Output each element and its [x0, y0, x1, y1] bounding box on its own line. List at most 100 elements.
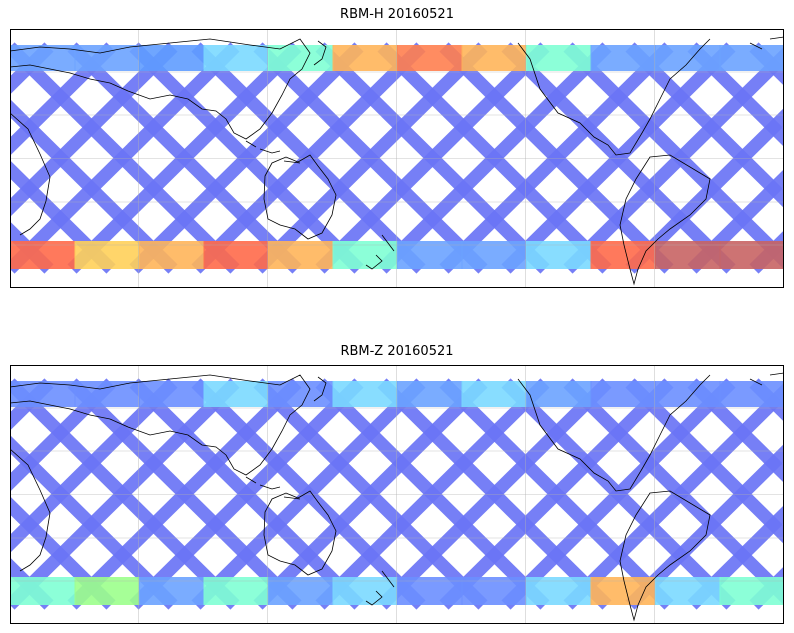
swath-track — [10, 221, 54, 274]
coastline-path — [749, 36, 784, 50]
swath-track — [315, 378, 550, 610]
coastlines — [10, 372, 784, 622]
north-band-segment — [719, 381, 784, 407]
south-band-segment — [74, 577, 140, 605]
swath-track — [10, 378, 178, 553]
coastline-path — [365, 234, 395, 270]
swath-track — [377, 42, 612, 274]
swath-track — [687, 42, 784, 147]
south-band-segment — [139, 577, 205, 605]
coastline-path — [365, 570, 395, 606]
swath-track — [10, 42, 240, 274]
swath-track — [10, 42, 116, 156]
south-band-segment — [203, 577, 269, 605]
swath-track — [10, 42, 178, 217]
south-band-segment — [590, 241, 656, 269]
satellite-swaths — [10, 378, 784, 610]
south-band-segment — [719, 241, 784, 269]
swath-track — [67, 42, 302, 274]
coastline-path — [313, 376, 327, 402]
coastline-path — [245, 476, 301, 500]
swath-track — [67, 378, 302, 610]
swath-track — [687, 169, 784, 274]
coastline-path — [749, 372, 784, 386]
coastline-path — [313, 40, 327, 66]
coastline-path — [619, 490, 711, 622]
swath-track — [10, 378, 240, 610]
swath-track — [625, 443, 784, 610]
swath-track — [10, 378, 116, 492]
south-band-segment — [332, 577, 398, 605]
swath-track — [501, 42, 736, 274]
north-band-segment — [139, 45, 205, 71]
swath-track — [129, 378, 364, 610]
coastline-path — [619, 154, 711, 286]
swath-track — [253, 378, 488, 610]
swath-track — [439, 378, 674, 610]
south-band-segment — [719, 577, 784, 605]
swath-track — [687, 505, 784, 610]
swath-track — [315, 42, 550, 274]
north-band-segment — [526, 381, 592, 407]
satellite-swaths — [10, 42, 784, 274]
swath-track — [501, 378, 736, 610]
swath-track — [563, 46, 784, 274]
north-band-segment — [203, 45, 269, 71]
coastline-path — [10, 38, 311, 140]
south-band-segment — [526, 241, 592, 269]
south-band-segment — [397, 241, 463, 269]
north-band-segment — [461, 45, 527, 71]
swath-track — [191, 42, 426, 274]
south-band-segment — [526, 577, 592, 605]
coastline-path — [263, 490, 337, 576]
coastlines — [10, 36, 784, 286]
south-band-segment — [332, 241, 398, 269]
swath-track — [687, 378, 784, 483]
graticule — [10, 365, 784, 624]
south-band-segment — [10, 241, 76, 269]
south-band-segment — [268, 241, 334, 269]
south-band-segment — [655, 241, 721, 269]
swath-track — [191, 378, 426, 610]
swath-track — [625, 107, 784, 274]
graticule — [10, 29, 784, 288]
swath-track — [10, 160, 116, 274]
north-band-segment — [719, 45, 784, 71]
south-band-segment — [74, 241, 140, 269]
north-band-segment — [397, 45, 463, 71]
panel-title-rbm-z: RBM-Z 20160521 — [340, 344, 454, 359]
south-band-segment — [461, 577, 527, 605]
coastline-path — [10, 448, 51, 572]
swath-track — [129, 42, 364, 274]
north-band-segment — [397, 381, 463, 407]
south-band-segment — [655, 577, 721, 605]
north-band-segment — [655, 45, 721, 71]
north-band-segment — [74, 45, 140, 71]
map-frame — [10, 29, 784, 288]
north-band-segment — [74, 381, 140, 407]
north-band-segment — [526, 45, 592, 71]
coastline-path — [263, 154, 337, 240]
south-band-segment — [268, 577, 334, 605]
south-band-segment — [10, 577, 76, 605]
south-band-segment — [397, 577, 463, 605]
south-band-segment — [203, 241, 269, 269]
swath-track — [253, 42, 488, 274]
south-band-segment — [590, 577, 656, 605]
swath-track — [563, 382, 784, 610]
north-band-segment — [332, 45, 398, 71]
north-band-segment — [139, 381, 205, 407]
swath-track — [10, 378, 54, 431]
coastline-path — [517, 38, 711, 156]
map-panel-rbm-z — [10, 365, 784, 624]
north-band-segment — [590, 381, 656, 407]
south-band-segment — [139, 241, 205, 269]
swath-track — [10, 557, 54, 610]
north-band-segment — [655, 381, 721, 407]
coastline-path — [245, 140, 301, 164]
north-band-segment — [332, 381, 398, 407]
panel-title-rbm-h: RBM-H 20160521 — [340, 7, 454, 22]
south-band-segment — [461, 241, 527, 269]
swath-track — [377, 378, 612, 610]
swath-track — [439, 42, 674, 274]
